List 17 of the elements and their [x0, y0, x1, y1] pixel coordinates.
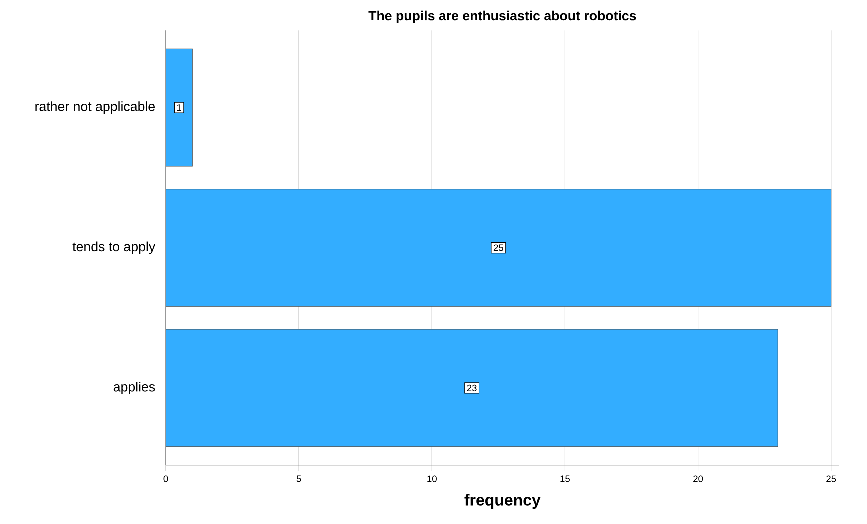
x-tick-label: 25 — [826, 476, 836, 482]
y-tick-label: rather not applicable — [36, 102, 155, 114]
bar — [166, 329, 778, 448]
x-tick-label: 10 — [428, 476, 437, 482]
x-tick-label: 20 — [694, 476, 704, 482]
bar — [166, 189, 832, 307]
bar — [166, 48, 193, 167]
x-axis-title: frequency — [464, 494, 541, 510]
x-tick-label: 15 — [560, 476, 570, 482]
x-tick-label: 5 — [296, 476, 302, 482]
data-label: 1 — [177, 104, 182, 111]
y-tick-label: tends to apply — [72, 242, 156, 254]
data-label: 23 — [467, 384, 477, 392]
x-tick-label: 0 — [164, 476, 168, 482]
y-tick-label: applies — [114, 382, 156, 394]
data-label: 25 — [494, 244, 504, 252]
chart-title: The pupils are enthusiastic about robotics — [368, 10, 636, 24]
